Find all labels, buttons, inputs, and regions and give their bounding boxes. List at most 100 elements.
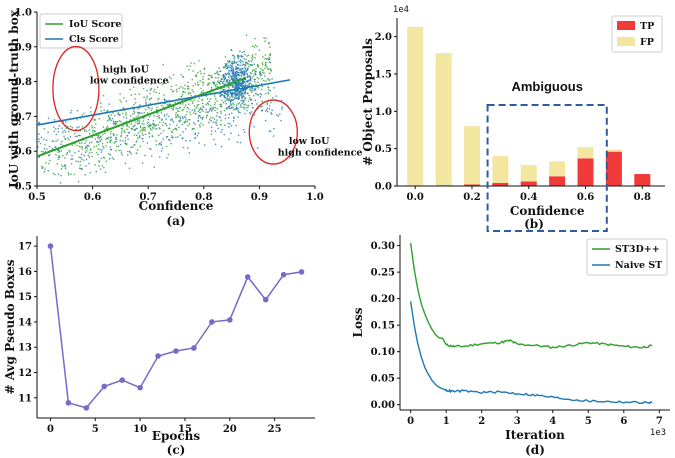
iou-point xyxy=(214,102,216,104)
iou-point xyxy=(142,87,145,90)
iou-point xyxy=(200,91,203,93)
cls-point xyxy=(230,67,232,69)
iou-point xyxy=(85,165,87,167)
iou-point xyxy=(183,106,186,109)
cls-point xyxy=(224,117,227,120)
cls-point xyxy=(257,94,259,96)
cls-point xyxy=(218,93,221,95)
cls-point xyxy=(149,124,151,126)
iou-point xyxy=(91,136,93,138)
iou-point xyxy=(45,161,47,164)
cls-point xyxy=(244,103,246,105)
iou-point xyxy=(145,103,147,105)
iou-point xyxy=(238,54,240,57)
cls-point xyxy=(280,119,282,122)
iou-point xyxy=(201,81,204,83)
cls-point xyxy=(251,85,253,87)
iou-point xyxy=(242,61,244,63)
iou-point xyxy=(115,145,118,148)
iou-point xyxy=(203,68,205,70)
cls-point xyxy=(214,143,217,145)
cls-point xyxy=(133,110,135,112)
cls-point xyxy=(234,68,237,71)
cls-point xyxy=(232,62,234,65)
cls-point xyxy=(231,65,233,67)
cls-point xyxy=(162,138,164,140)
cls-point xyxy=(234,76,236,79)
cls-point xyxy=(57,173,60,175)
cls-point xyxy=(224,96,227,99)
iou-point xyxy=(198,97,201,99)
iou-point xyxy=(226,72,229,75)
x-axis-label: Confidence xyxy=(139,199,214,213)
iou-point xyxy=(144,133,147,136)
iou-point xyxy=(149,127,152,130)
cls-point xyxy=(64,131,67,133)
iou-point xyxy=(120,101,122,103)
cls-point xyxy=(235,73,237,76)
x-tick-label: 0 xyxy=(47,424,54,435)
iou-point xyxy=(141,129,143,131)
cls-point xyxy=(139,135,141,137)
x-tick-label: 1.0 xyxy=(306,192,323,203)
iou-point xyxy=(268,56,271,59)
cls-point xyxy=(231,86,234,88)
cls-point xyxy=(232,80,234,82)
iou-point xyxy=(119,119,121,122)
iou-point xyxy=(76,144,78,147)
iou-point xyxy=(120,121,122,123)
cls-point xyxy=(144,154,146,157)
cls-point xyxy=(114,122,116,125)
cls-point xyxy=(166,79,169,82)
iou-point xyxy=(162,130,165,132)
iou-point xyxy=(158,92,160,94)
x-axis-label: Iteration xyxy=(505,428,565,442)
cls-point xyxy=(231,70,233,72)
cls-point xyxy=(239,69,241,72)
cls-point xyxy=(141,162,144,164)
cls-point xyxy=(215,115,218,117)
iou-point xyxy=(132,126,134,128)
iou-point xyxy=(232,60,234,63)
iou-point xyxy=(247,100,250,103)
x-tick-label: 7 xyxy=(656,416,663,427)
iou-point xyxy=(121,128,124,130)
iou-point xyxy=(114,141,116,143)
cls-point xyxy=(219,70,222,72)
cls-point xyxy=(42,151,45,153)
iou-point xyxy=(217,86,219,88)
iou-point xyxy=(202,106,205,108)
cls-point xyxy=(232,96,234,98)
iou-point xyxy=(187,86,190,88)
cls-point xyxy=(226,60,229,62)
cls-point xyxy=(223,83,226,85)
cls-point xyxy=(167,138,170,141)
iou-point xyxy=(120,127,123,130)
iou-point xyxy=(79,135,81,137)
cls-point xyxy=(199,111,201,114)
iou-point xyxy=(180,86,182,88)
cls-point xyxy=(238,96,240,98)
cls-point xyxy=(81,153,83,155)
iou-point xyxy=(220,123,222,126)
cls-point xyxy=(242,95,244,97)
cls-point xyxy=(38,141,40,143)
cls-point xyxy=(181,99,183,102)
cls-point xyxy=(253,63,255,66)
legend-label-naive: Naive ST xyxy=(615,260,662,271)
y-axis-label: # Avg Pseudo Boxes xyxy=(3,259,17,394)
iou-point xyxy=(212,81,215,84)
cls-point xyxy=(188,152,191,154)
iou-point xyxy=(251,54,254,56)
iou-point xyxy=(228,79,231,82)
iou-point xyxy=(173,90,175,92)
iou-point xyxy=(200,92,202,94)
cls-point xyxy=(48,154,51,156)
iou-point xyxy=(175,112,177,114)
iou-point xyxy=(172,129,175,131)
iou-point xyxy=(174,114,177,116)
cls-point xyxy=(241,56,243,58)
iou-point xyxy=(247,60,250,62)
iou-point xyxy=(71,144,74,146)
iou-point xyxy=(200,72,202,75)
